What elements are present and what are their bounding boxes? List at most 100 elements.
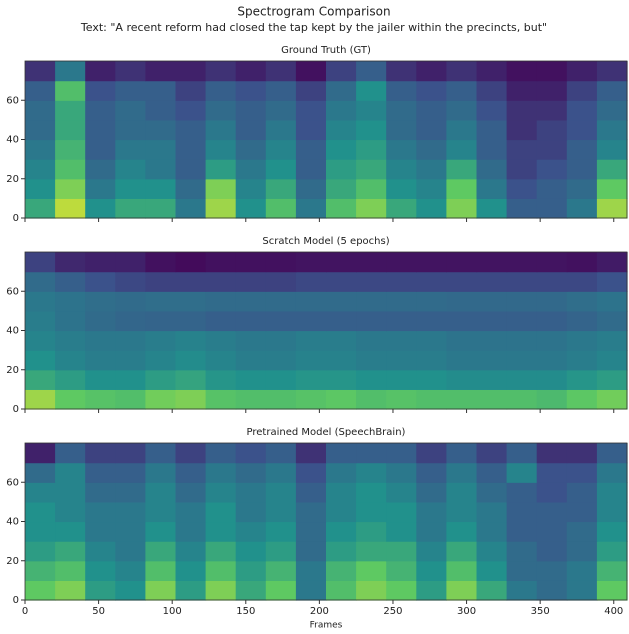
heatmap-cell [175, 521, 207, 542]
heatmap-cell [596, 462, 628, 483]
heatmap-cell [55, 100, 86, 121]
y-tick-label: 0 [13, 595, 19, 606]
heatmap-cell [85, 100, 116, 121]
heatmap-cell [356, 443, 387, 464]
heatmap-cell [536, 271, 568, 292]
heatmap-cell [205, 330, 237, 351]
heatmap-cell [25, 389, 56, 410]
heatmap-cell [55, 198, 86, 219]
heatmap-cell [235, 271, 267, 292]
heatmap-cell [356, 159, 387, 180]
heatmap-cell [326, 560, 357, 581]
heatmap-cell [145, 271, 177, 292]
heatmap-cell [235, 100, 267, 121]
heatmap-cell [386, 252, 417, 273]
heatmap-cell [175, 80, 207, 101]
heatmap-cell [85, 521, 116, 542]
heatmap-cell [386, 80, 417, 101]
heatmap-cell [356, 291, 387, 312]
heatmap-cell [145, 350, 177, 371]
heatmap-cell [326, 521, 357, 542]
heatmap-cell [386, 271, 417, 292]
heatmap-cell [386, 100, 417, 121]
heatmap-cell [446, 139, 478, 160]
heatmap-cell [115, 462, 146, 483]
heatmap-cell [326, 501, 357, 523]
heatmap-cell [205, 119, 237, 141]
heatmap-cell [85, 139, 116, 160]
heatmap-cell [536, 61, 568, 82]
heatmap-cell [506, 198, 538, 219]
heatmap-cell [446, 580, 478, 601]
heatmap-cell [295, 560, 327, 581]
heatmap-cell [506, 119, 538, 141]
heatmap-cell [145, 252, 177, 273]
heatmap-cell [145, 100, 177, 121]
heatmap-cell [416, 389, 447, 410]
heatmap-cell [536, 462, 568, 483]
heatmap-cell [566, 521, 598, 542]
heatmap-cell [476, 271, 508, 292]
heatmap-cell [265, 462, 297, 483]
heatmap-cell [205, 501, 237, 523]
heatmap-cell [85, 541, 116, 562]
heatmap-cell [506, 521, 538, 542]
heatmap-cell [175, 541, 207, 562]
heatmap-cell [175, 369, 207, 390]
heatmap-cell [476, 482, 508, 503]
heatmap-cell [265, 580, 297, 601]
heatmap-cell [356, 310, 387, 332]
heatmap-cell [536, 560, 568, 581]
heatmap-cell [55, 139, 86, 160]
heatmap-cell [25, 443, 56, 464]
heatmap-cell [175, 61, 207, 82]
x-tick-label: 200 [310, 606, 329, 617]
heatmap-cell [205, 100, 237, 121]
heatmap-cell [115, 330, 146, 351]
heatmap-cell [596, 80, 628, 101]
heatmap-cell [566, 350, 598, 371]
heatmap-cell [85, 560, 116, 581]
heatmap-cell [476, 139, 508, 160]
heatmap-cell [506, 61, 538, 82]
heatmap-cell [356, 350, 387, 371]
heatmap-cell [115, 369, 146, 390]
heatmap-cell [55, 310, 86, 332]
heatmap-cell [476, 310, 508, 332]
heatmap-cell [326, 389, 357, 410]
heatmap-cell [326, 271, 357, 292]
heatmap-cell [386, 330, 417, 351]
heatmap-cell [145, 291, 177, 312]
heatmap-cell [115, 389, 146, 410]
heatmap-cell [476, 80, 508, 101]
heatmap-cell [386, 560, 417, 581]
heatmap-cell [235, 139, 267, 160]
x-tick-label: 50 [92, 606, 105, 617]
heatmap-cell [476, 462, 508, 483]
figure-subtitle: Text: "A recent reform had closed the ta… [80, 21, 547, 34]
heatmap-cell [416, 462, 447, 483]
heatmap-cell [326, 291, 357, 312]
heatmap-cell [265, 291, 297, 312]
heatmap-cell [145, 61, 177, 82]
heatmap-cell [536, 139, 568, 160]
y-tick-label: 20 [6, 556, 19, 567]
heatmap-cell [476, 501, 508, 523]
heatmap-cell [446, 178, 478, 199]
heatmap-cell [566, 330, 598, 351]
heatmap-cell [295, 580, 327, 601]
heatmap-cell [476, 560, 508, 581]
heatmap-cell [506, 178, 538, 199]
heatmap-cell [145, 482, 177, 503]
heatmap-cell [536, 580, 568, 601]
heatmap-cell [235, 443, 267, 464]
heatmap-cell [596, 291, 628, 312]
heatmap-cell [235, 61, 267, 82]
heatmap-cell [235, 291, 267, 312]
heatmap-cell [566, 501, 598, 523]
heatmap-cell [356, 482, 387, 503]
heatmap-cell [85, 119, 116, 141]
heatmap-cell [356, 252, 387, 273]
heatmap-cell [235, 369, 267, 390]
heatmap-cell [295, 521, 327, 542]
